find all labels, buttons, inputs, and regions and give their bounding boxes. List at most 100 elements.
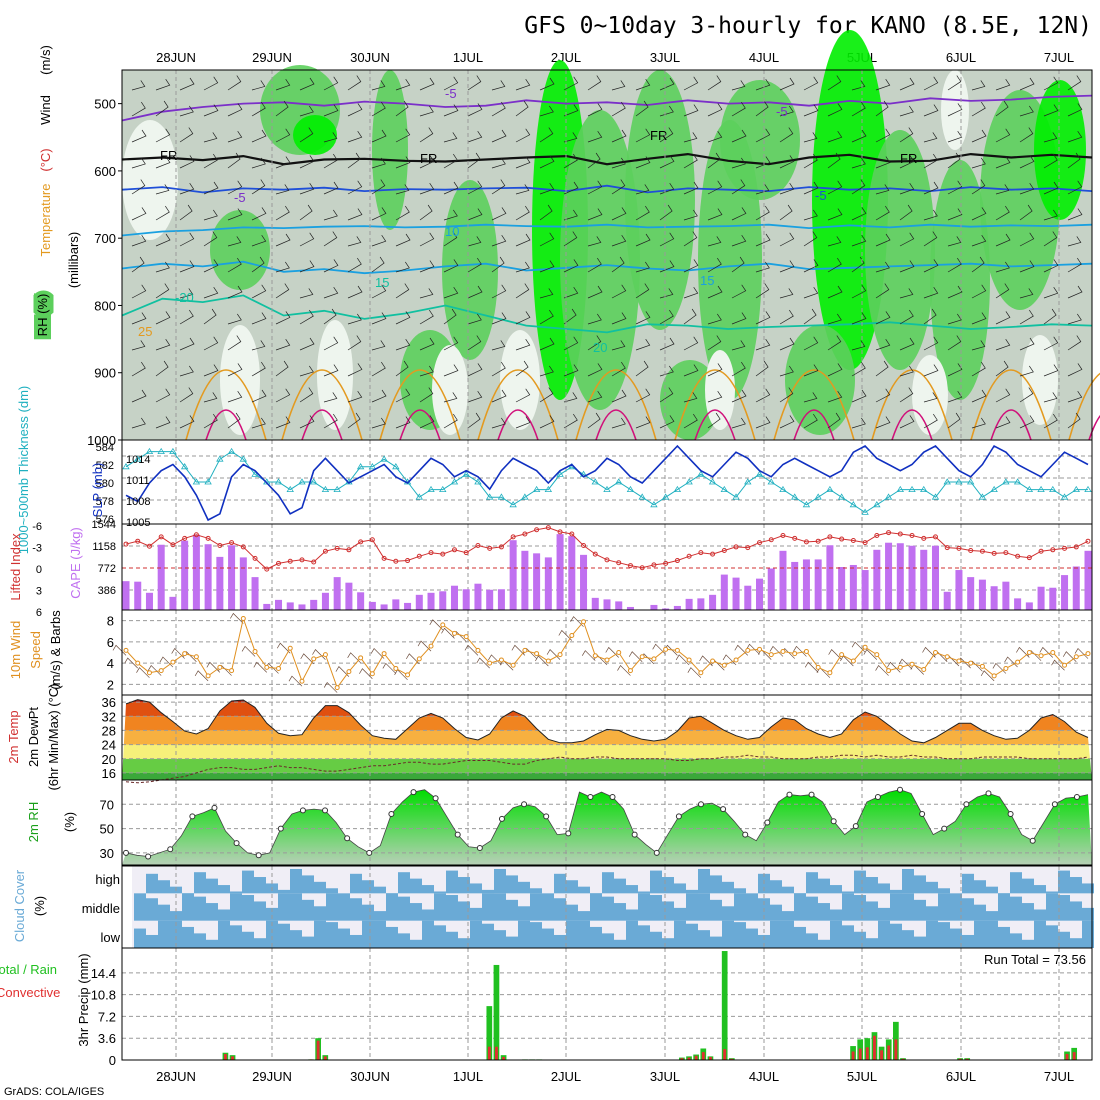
wind-barb: [755, 283, 770, 299]
wind-barb: [203, 76, 219, 91]
thickness-marker: [216, 455, 224, 462]
li-marker: [780, 532, 786, 538]
wind-barb: [347, 152, 361, 169]
wind-barb: [804, 661, 819, 673]
wind-barb: [155, 388, 171, 403]
wind-marker: [205, 673, 211, 679]
wind-barb: [563, 259, 579, 273]
cloud-block: [278, 923, 290, 948]
wind-barb: [155, 184, 170, 195]
cape-bar: [650, 604, 658, 610]
cape-bar: [568, 536, 576, 610]
wind-barb: [251, 417, 266, 429]
temp-axis-label-3: (6hr Min/Max) (°C): [46, 683, 61, 790]
li-marker: [674, 558, 680, 564]
wind-marker: [334, 685, 340, 691]
precip-convective-bar: [680, 1058, 684, 1060]
wind-marker: [182, 651, 188, 657]
cape-bar: [826, 545, 834, 610]
li-marker: [968, 548, 974, 554]
wind-barb: [803, 132, 818, 143]
upper-air-panel: -5 -5 FR FR FR FR -5 -5 10 15 15 -20 20 25 500 600 700 80…: [31, 30, 1100, 448]
wind-barb: [995, 79, 1011, 91]
cloud-block: [230, 893, 242, 921]
wind-barb: [419, 288, 434, 299]
wind-barb: [611, 312, 627, 325]
wind-barb: [124, 657, 138, 669]
isotherm-25: [575, 369, 657, 441]
wind-barb: [227, 152, 241, 169]
rh-marker: [189, 813, 196, 820]
cloud-block: [1070, 877, 1082, 894]
thickness-marker: [1084, 485, 1092, 492]
wind-barb: [371, 256, 385, 273]
li-marker: [827, 534, 833, 540]
cloud-block: [1070, 938, 1082, 948]
wind-barb: [419, 260, 435, 273]
wind-barb: [275, 261, 290, 273]
wind-marker: [369, 671, 375, 677]
wind-barb: [515, 416, 531, 429]
wind-barb: [1074, 647, 1089, 659]
wind-marker: [1050, 650, 1056, 655]
cloud-block: [410, 903, 422, 921]
wind-barb: [587, 363, 603, 377]
wind-marker: [358, 655, 364, 661]
cape-bar: [791, 561, 799, 610]
cloud-block: [926, 906, 938, 921]
wind-marker: [886, 668, 892, 674]
wind-barb: [515, 128, 531, 143]
wind-barb: [467, 208, 483, 221]
y-tick-label: 30: [100, 846, 114, 861]
rh-contour-area: [930, 160, 990, 400]
wind-barb: [707, 236, 722, 247]
cape-bar: [556, 534, 564, 610]
wind-barb: [587, 285, 603, 299]
wind-barb: [335, 666, 350, 677]
rh-marker: [521, 801, 528, 808]
wind-barb: [755, 184, 770, 195]
lifted-index-axis-label: Lifted Index: [8, 533, 23, 601]
cloud-block: [638, 891, 650, 894]
wind-barb: [755, 128, 771, 143]
wind-barb: [587, 391, 603, 403]
li-marker: [921, 535, 927, 541]
wind-barb: [1019, 365, 1034, 377]
cloud-block: [482, 923, 494, 948]
wind-barb: [779, 309, 794, 325]
wind-barb: [827, 131, 843, 143]
wind-barb: [731, 361, 746, 377]
wind-marker: [627, 668, 633, 674]
wind-barb: [851, 389, 867, 403]
wind-barb: [241, 645, 256, 657]
cape-bar: [450, 585, 458, 610]
precip-total-bar: [493, 964, 500, 1060]
wind-barb: [179, 415, 195, 429]
cloud-block: [434, 893, 446, 921]
wind-barb: [467, 236, 482, 247]
wind-barb: [803, 413, 818, 429]
thickness-line: [125, 451, 1088, 513]
rh-marker: [388, 811, 395, 817]
li-marker: [886, 530, 892, 536]
wind-barb: [1043, 153, 1058, 169]
precip-convective-bar: [873, 1035, 876, 1060]
thickness-marker: [392, 463, 400, 470]
cloud-block: [746, 928, 758, 948]
wind-barb: [155, 233, 171, 247]
wind-barb: [539, 77, 555, 91]
wind-barb: [539, 337, 555, 351]
cloud-block: [242, 895, 254, 921]
wind-barb: [659, 337, 675, 351]
wind-barb: [488, 654, 502, 666]
precip-convective-bar: [323, 1056, 327, 1060]
cloud-block: [530, 893, 542, 921]
thickness-marker: [122, 463, 130, 470]
wind-barb: [1067, 363, 1083, 377]
cloud-block: [878, 907, 890, 921]
wind-barb: [347, 180, 363, 195]
contour-label: -5: [815, 188, 827, 203]
wind-barb: [779, 337, 795, 351]
cloud-block: [314, 906, 326, 921]
cloud-block: [530, 888, 542, 894]
